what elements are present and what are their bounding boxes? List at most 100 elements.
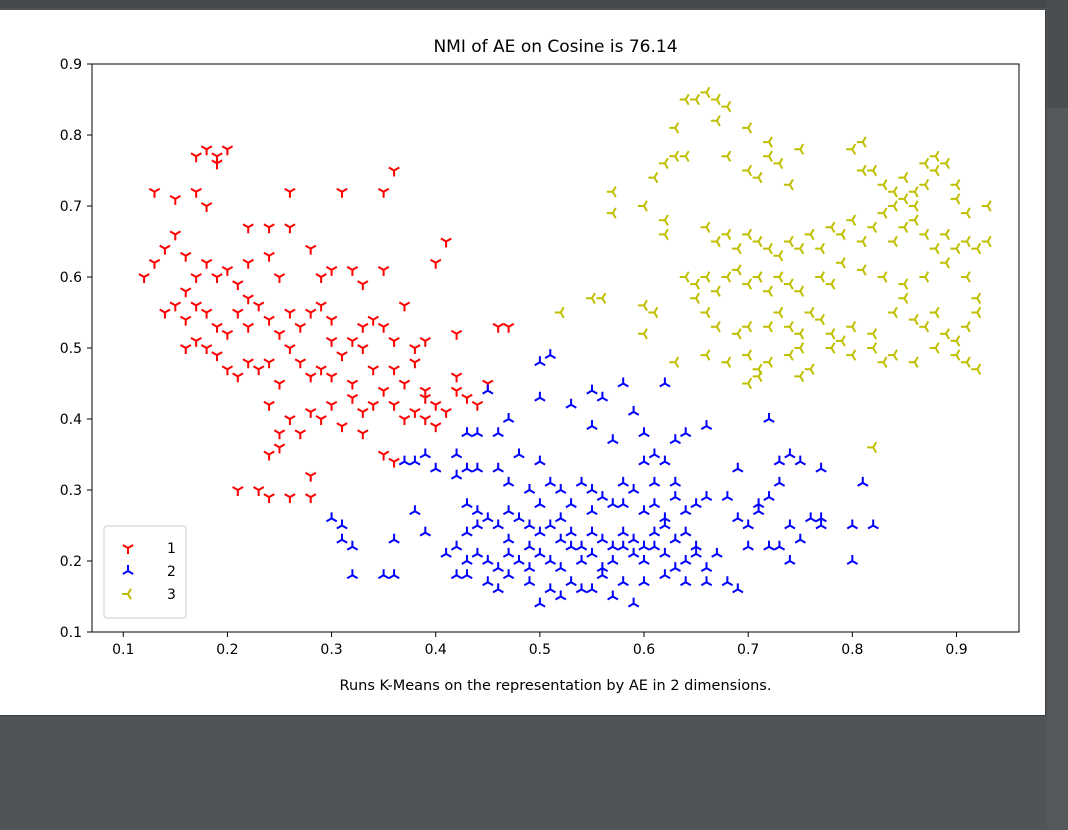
- scatter-point-series-3: [710, 235, 721, 248]
- scatter-point-series-2: [346, 540, 359, 551]
- scatter-point-series-1: [377, 187, 390, 198]
- scatter-point-series-2: [638, 505, 650, 516]
- scatter-point-series-1: [409, 408, 421, 418]
- scatter-point-series-2: [409, 455, 421, 466]
- scatter-point-series-1: [325, 400, 338, 411]
- scatter-point-series-3: [794, 370, 805, 383]
- scatter-point-series-1: [346, 337, 359, 347]
- scatter-point-series-2: [867, 519, 879, 530]
- scatter-point-series-3: [888, 306, 898, 319]
- y-tick-label: 0.3: [60, 483, 82, 499]
- scatter-point-series-2: [492, 462, 504, 473]
- scatter-point-series-2: [575, 554, 588, 565]
- scatter-point-series-2: [669, 491, 681, 501]
- scatter-point-series-2: [732, 462, 744, 473]
- scatter-point-series-1: [273, 379, 286, 390]
- scatter-point-series-3: [731, 264, 742, 276]
- scatter-point-series-1: [148, 258, 161, 269]
- scatter-point-series-2: [752, 505, 765, 516]
- scatter-point-series-2: [492, 562, 504, 572]
- scatter-point-series-1: [190, 337, 202, 347]
- scatter-point-series-2: [586, 483, 598, 494]
- scatter-point-series-1: [221, 145, 234, 156]
- scatter-point-series-3: [700, 306, 711, 319]
- scatter-point-series-2: [575, 583, 588, 594]
- scatter-point-series-3: [929, 164, 940, 177]
- scatter-point-series-1: [305, 372, 317, 383]
- scatter-point-series-1: [315, 365, 327, 376]
- scatter-point-series-1: [325, 315, 338, 326]
- scatter-point-series-3: [856, 235, 867, 248]
- scatter-point-series-2: [846, 519, 859, 530]
- scatter-point-series-2: [648, 448, 661, 459]
- scatter-point-series-3: [804, 363, 815, 376]
- scatter-point-series-2: [471, 427, 484, 438]
- scatter-point-series-2: [690, 547, 702, 558]
- scatter-point-series-3: [763, 136, 773, 148]
- scatter-point-series-2: [430, 462, 442, 473]
- x-tick-label: 0.8: [841, 642, 863, 658]
- scatter-point-series-2: [804, 512, 817, 523]
- scatter-point-series-1: [305, 493, 317, 504]
- scatter-point-series-2: [398, 455, 411, 466]
- scatter-point-series-3: [773, 306, 784, 319]
- scatter-point-series-1: [430, 422, 442, 433]
- y-tick-label: 0.9: [60, 57, 82, 73]
- scatter-point-series-2: [492, 427, 504, 438]
- scatter-point-series-1: [284, 415, 296, 426]
- scatter-point-series-2: [534, 597, 546, 608]
- scatter-point-series-3: [783, 320, 794, 333]
- scatter-point-series-3: [721, 150, 732, 163]
- scatter-point-series-1: [263, 400, 275, 411]
- scatter-point-series-1: [419, 393, 431, 404]
- scatter-point-series-1: [232, 308, 244, 319]
- scatter-point-series-2: [575, 476, 588, 487]
- scatter-point-series-3: [825, 328, 836, 340]
- scatter-point-series-3: [919, 178, 930, 191]
- scatter-point-series-1: [377, 266, 390, 276]
- window-top-bar: [0, 0, 1068, 8]
- scatter-point-series-1: [232, 280, 244, 291]
- scatter-point-series-2: [700, 420, 713, 430]
- scatter-point-series-3: [825, 221, 836, 233]
- scatter-point-series-3: [700, 221, 711, 233]
- scatter-point-series-2: [607, 540, 619, 551]
- scatter-point-series-2: [377, 569, 390, 580]
- scatter-point-series-3: [908, 313, 919, 326]
- scatter-point-series-1: [357, 344, 369, 355]
- scatter-point-series-3: [669, 122, 680, 134]
- scatter-point-series-3: [721, 356, 732, 368]
- scatter-point-series-3: [742, 228, 753, 241]
- scatter-point-series-2: [763, 540, 775, 551]
- legend-label-2: 2: [167, 564, 176, 580]
- scatter-point-series-1: [242, 358, 254, 369]
- scatter-point-series-3: [981, 200, 992, 212]
- scatter-point-series-3: [648, 171, 659, 184]
- scatter-point-series-2: [763, 491, 775, 501]
- scatter-point-series-2: [534, 526, 546, 537]
- scatter-point-series-3: [763, 285, 773, 297]
- scatter-point-series-3: [763, 150, 773, 162]
- scatter-point-series-3: [742, 320, 753, 333]
- scatter-point-series-2: [461, 462, 473, 473]
- x-tick-label: 0.3: [320, 642, 342, 658]
- scatter-point-series-2: [586, 547, 598, 558]
- legend-label-3: 3: [167, 587, 176, 603]
- scatter-point-series-3: [981, 235, 992, 248]
- scatter-point-series-2: [555, 590, 567, 601]
- scatter-point-series-3: [638, 299, 648, 312]
- scatter-point-series-2: [659, 547, 671, 558]
- scatter-point-series-3: [898, 278, 909, 290]
- scatter-point-series-3: [867, 164, 878, 177]
- scatter-point-series-3: [721, 100, 732, 113]
- legend-marker-1: [122, 544, 134, 554]
- scatter-point-series-3: [794, 342, 805, 354]
- scatter-point-series-3: [638, 328, 648, 340]
- scatter-point-series-2: [461, 498, 473, 509]
- x-tick-label: 0.7: [737, 642, 759, 658]
- scatter-point-series-3: [700, 349, 711, 361]
- scatter-point-series-1: [471, 400, 484, 411]
- scatter-point-series-3: [742, 349, 753, 361]
- scatter-point-series-2: [325, 512, 338, 523]
- scatter-chart: NMI of AE on Cosine is 76.14 Runs K-Mean…: [60, 37, 1020, 694]
